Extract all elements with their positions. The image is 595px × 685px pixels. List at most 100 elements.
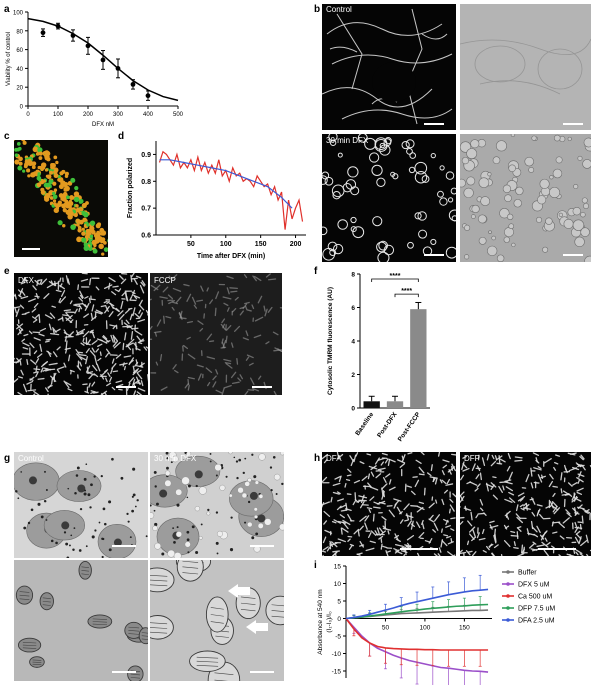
x-tick-label: 400: [143, 112, 154, 118]
y-tick-label: 60: [16, 48, 23, 54]
bar: [410, 309, 427, 408]
y-tick-label: 15: [334, 564, 342, 571]
x-axis-label: DFX nM: [92, 122, 114, 128]
y-tick-label: -15: [332, 669, 342, 676]
y-tick-label: 0: [337, 616, 341, 623]
x-tick-label: Post-FCCP: [397, 411, 423, 443]
scale-bar: [424, 254, 444, 256]
series-line: [345, 603, 489, 620]
b-dfx-brightfield-image: [460, 134, 591, 262]
y-tick-label: 0.6: [141, 233, 151, 240]
legend-marker: [506, 618, 510, 622]
y-axis-label: Cytosolic TMRM fluorescence (AU): [327, 287, 334, 395]
em-mitochondria-texture: [15, 561, 148, 681]
mitochondria-texture: [322, 452, 456, 556]
brightfield-vesicles-texture: [460, 134, 591, 262]
y-tick-label: 8: [351, 272, 355, 279]
y-tick-label: 100: [13, 11, 24, 17]
y-tick-label: -5: [335, 634, 341, 641]
chart-f-tmrm: 0 2 4 6 8 Cytosolic TMRM fluorescence (AU) Bas…: [327, 272, 430, 443]
x-axis-label: Time after DFX (min): [197, 253, 265, 260]
series-line: [345, 618, 489, 651]
significance-label: ****: [390, 273, 401, 280]
mitochondria-texture: [460, 452, 591, 556]
em-cells-vacuoles-texture: [150, 452, 284, 558]
panel-letter-e: e: [4, 266, 10, 277]
x-tick-label: 150: [255, 241, 267, 248]
panel-letter-f: f: [314, 266, 318, 277]
panel-letter-c: c: [4, 131, 10, 142]
x-tick-label: 150: [459, 625, 470, 632]
data-point: [115, 66, 121, 71]
data-point: [145, 93, 151, 99]
diffuse-fluorescence-texture: [150, 273, 282, 395]
panel-letter-g: g: [4, 453, 11, 464]
legend-marker: [506, 570, 510, 574]
g-control-em-high: [14, 560, 148, 681]
g-control-label: Control: [18, 454, 44, 463]
x-tick-label: 50: [187, 241, 195, 248]
h-dfa-label: DFA: [326, 454, 342, 463]
significance-bracket: [371, 278, 419, 283]
x-tick-label: 0: [26, 112, 30, 118]
em-swollen-mitochondria-texture: [150, 560, 284, 681]
brightfield-texture: [460, 38, 591, 95]
scale-bar: [116, 386, 136, 388]
b-dfx-fluorescence-image: [322, 134, 456, 262]
data-point: [130, 81, 136, 87]
legend-label: DFX 5 uM: [518, 582, 550, 589]
scale-bar: [563, 123, 583, 125]
x-tick-label: 300: [113, 112, 124, 118]
legend-marker: [506, 582, 510, 586]
arrow-icon: [228, 584, 250, 598]
x-tick-label: 100: [419, 625, 430, 632]
data-point: [100, 57, 106, 63]
y-tick-label: 40: [16, 67, 23, 73]
y-tick-label: 2: [351, 372, 355, 379]
y-tick-label: 6: [351, 305, 355, 312]
y-tick-label: 4: [351, 339, 355, 346]
scale-bar: [424, 123, 444, 125]
series-line-raw: [158, 150, 304, 230]
h-dfp-image: [460, 452, 591, 556]
y-axis-label-formula: (I₁-I₀)/I₀: [326, 611, 333, 633]
scale-bar: [112, 545, 136, 547]
y-axis-label: Absorbance at 540 nm: [317, 589, 324, 654]
x-tick-label: 100: [220, 241, 232, 248]
data-point: [85, 43, 91, 49]
arrow-icon: [246, 620, 268, 634]
e-fccp-label: FCCP: [154, 276, 176, 285]
y-tick-label: 0.9: [141, 152, 151, 159]
significance-bracket: [394, 293, 419, 298]
scale-bar: [563, 254, 583, 256]
series-line-smoothed: [159, 159, 293, 209]
b-dfx-label: 30 min DFX: [326, 136, 369, 145]
g-dfx-em-high: [150, 560, 284, 681]
legend-marker: [506, 606, 510, 610]
scale-bar: [22, 248, 40, 250]
y-tick-label: 80: [16, 29, 23, 35]
legend-label: Ca 500 uM: [518, 594, 552, 601]
x-tick-label: 200: [290, 241, 302, 248]
g-control-em-low: [14, 452, 148, 558]
x-tick-label: 500: [173, 112, 184, 118]
series-line: [345, 588, 489, 620]
scale-bar: [400, 548, 438, 550]
legend-marker: [506, 594, 510, 598]
y-tick-label: 20: [16, 86, 23, 92]
b-control-label: Control: [326, 5, 352, 14]
data-point: [40, 30, 46, 36]
mitochondria-network-texture: [322, 8, 453, 125]
scale-bar: [250, 545, 274, 547]
swollen-mitochondria-texture: [322, 134, 456, 262]
legend-label: Buffer: [518, 570, 537, 577]
panel-letter-i: i: [314, 560, 317, 571]
scale-bar: [112, 671, 136, 673]
legend-label: DFP 7.5 uM: [518, 606, 555, 613]
y-tick-label: 10: [334, 581, 342, 588]
b-control-fluorescence-image: [322, 4, 456, 130]
x-tick-label: 200: [83, 112, 94, 118]
y-axis-label: Viability % of control: [6, 32, 12, 86]
orange-green-mitochondria-texture: [14, 140, 108, 256]
g-dfx-em-low: [150, 452, 284, 558]
